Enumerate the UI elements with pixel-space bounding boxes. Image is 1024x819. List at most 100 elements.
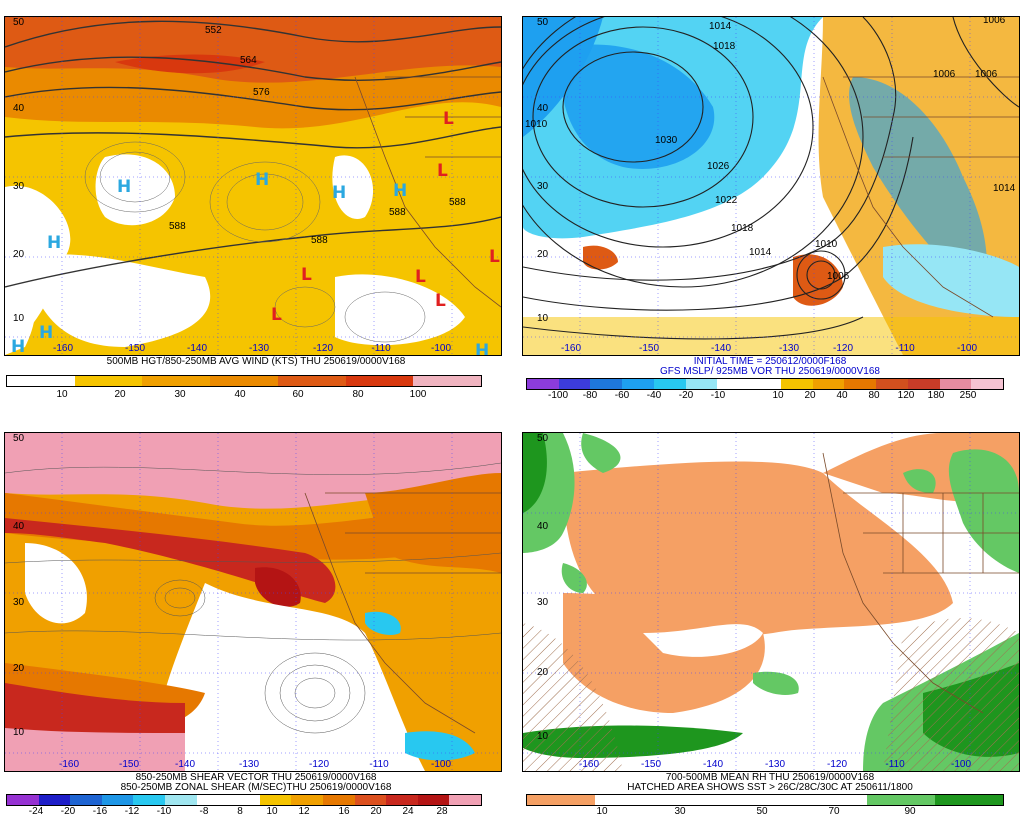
colorbar-swatch xyxy=(685,379,718,389)
colorbar-swatch xyxy=(590,379,623,389)
colorbar-swatch xyxy=(622,379,654,389)
lat-label: 10 xyxy=(537,731,549,742)
colorbar-swatch xyxy=(7,376,75,386)
lon-label: -110 xyxy=(885,759,905,770)
map-mslp: 1014 1018 1030 1026 1022 1018 1014 1010 … xyxy=(522,16,1020,356)
colorbar-swatch xyxy=(876,379,908,389)
colorbar-swatch xyxy=(133,795,165,805)
colorbar-label: 90 xyxy=(904,806,916,817)
low-pressure-marker: L xyxy=(271,305,282,325)
colorbar-swatch xyxy=(971,379,1004,389)
panel-caption-line2: GFS MSLP/ 925MB VOR THU 250619/0000V168 xyxy=(660,366,880,377)
lon-label: -130 xyxy=(238,759,260,770)
map-shear: 50 40 30 20 10 -160 -150 -140 -130 -120 … xyxy=(4,432,502,772)
colorbar xyxy=(6,794,482,806)
colorbar-label: 28 xyxy=(436,806,448,817)
contour-label: 588 xyxy=(311,235,328,246)
high-pressure-marker: H xyxy=(332,183,347,203)
lat-label: 20 xyxy=(13,663,25,674)
panel-mslp-vorticity: 1014 1018 1030 1026 1022 1018 1014 1010 … xyxy=(516,0,1024,410)
isobar-label: 1014 xyxy=(749,247,772,258)
isobar-label: 1014 xyxy=(993,183,1016,194)
colorbar-swatch xyxy=(595,795,663,805)
colorbar-swatch xyxy=(867,795,935,805)
low-pressure-marker: L xyxy=(435,291,446,311)
lon-label: -130 xyxy=(764,759,786,770)
colorbar-swatch xyxy=(228,795,260,805)
colorbar-label: -24 xyxy=(28,806,44,817)
lon-label: -160 xyxy=(578,759,600,770)
colorbar-swatch xyxy=(935,795,1003,805)
colorbar-label: -80 xyxy=(582,390,598,401)
colorbar-label: 12 xyxy=(298,806,310,817)
lat-label: 20 xyxy=(537,249,549,260)
colorbar-label: -16 xyxy=(92,806,108,817)
contour-label: 576 xyxy=(253,87,270,98)
colorbar-label: 80 xyxy=(868,390,880,401)
lat-label: 30 xyxy=(537,181,549,192)
lat-label: 10 xyxy=(13,727,25,738)
colorbar-swatch xyxy=(142,376,211,386)
contour-label: 552 xyxy=(205,25,222,36)
lon-label: -100 xyxy=(956,343,978,354)
lat-label: 10 xyxy=(537,313,549,324)
lat-label: 40 xyxy=(13,103,25,114)
lat-label: 50 xyxy=(537,17,549,28)
colorbar-label: 16 xyxy=(338,806,350,817)
lat-label: 50 xyxy=(13,433,25,444)
lat-label: 10 xyxy=(13,313,25,324)
colorbar-label: 80 xyxy=(352,389,364,400)
colorbar-swatch xyxy=(164,795,197,805)
lon-label: -150 xyxy=(638,343,660,354)
map-500mb: 552 564 576 588 588 588 588 H H H H H H … xyxy=(4,16,502,356)
colorbar-label: -100 xyxy=(547,390,569,401)
isobar-label: 1006 xyxy=(975,69,998,80)
colorbar-swatch xyxy=(527,379,559,389)
high-pressure-marker: H xyxy=(393,181,408,201)
colorbar-label: -20 xyxy=(678,390,694,401)
low-pressure-marker: L xyxy=(437,161,448,181)
lon-label: -120 xyxy=(312,343,334,354)
lon-label: -130 xyxy=(778,343,800,354)
colorbar-swatch xyxy=(413,376,482,386)
colorbar-label: 10 xyxy=(772,390,784,401)
colorbar-label: 60 xyxy=(292,389,304,400)
colorbar-swatch xyxy=(322,795,355,805)
colorbar-swatch xyxy=(345,376,414,386)
lon-label: -100 xyxy=(430,343,452,354)
contour-label: 588 xyxy=(169,221,186,232)
colorbar-label: 10 xyxy=(56,389,68,400)
lon-label: -140 xyxy=(174,759,196,770)
colorbar-swatch xyxy=(907,379,940,389)
lon-label: -100 xyxy=(950,759,972,770)
lon-label: -150 xyxy=(118,759,140,770)
isobar-label: 1014 xyxy=(709,21,732,32)
colorbar-swatch xyxy=(386,795,418,805)
isobar-label: 1006 xyxy=(827,271,850,282)
colorbar-label: -40 xyxy=(646,390,662,401)
panel-caption-line1: 700-500MB MEAN RH THU 250619/0000V168 xyxy=(665,772,875,783)
colorbar-swatch xyxy=(449,795,481,805)
colorbar-label: 40 xyxy=(836,390,848,401)
colorbar-label: -20 xyxy=(60,806,76,817)
colorbar-label: 40 xyxy=(234,389,246,400)
panel-caption-line1: INITIAL TIME = 250612/0000F168 xyxy=(693,356,847,367)
isobar-label: 1018 xyxy=(713,41,736,52)
colorbar-label: -10 xyxy=(156,806,172,817)
colorbar-label: 24 xyxy=(402,806,414,817)
colorbar-swatch xyxy=(749,379,781,389)
colorbar-label: 120 xyxy=(897,390,915,401)
colorbar-swatch xyxy=(780,379,813,389)
colorbar-swatch xyxy=(354,795,387,805)
colorbar-swatch xyxy=(417,795,450,805)
high-pressure-marker: H xyxy=(39,323,54,343)
colorbar-swatch xyxy=(196,795,229,805)
map-rh: 50 40 30 20 10 -160 -150 -140 -130 -120 … xyxy=(522,432,1020,772)
panel-caption: 500MB HGT/850-250MB AVG WIND (KTS) THU 2… xyxy=(106,356,406,367)
colorbar-label: -10 xyxy=(710,390,726,401)
colorbar-swatch xyxy=(799,795,867,805)
colorbar-label: 180 xyxy=(927,390,945,401)
isobar-label: 1010 xyxy=(815,239,838,250)
colorbar-label: 10 xyxy=(596,806,608,817)
panel-wind-shear: 50 40 30 20 10 -160 -150 -140 -130 -120 … xyxy=(0,416,512,819)
